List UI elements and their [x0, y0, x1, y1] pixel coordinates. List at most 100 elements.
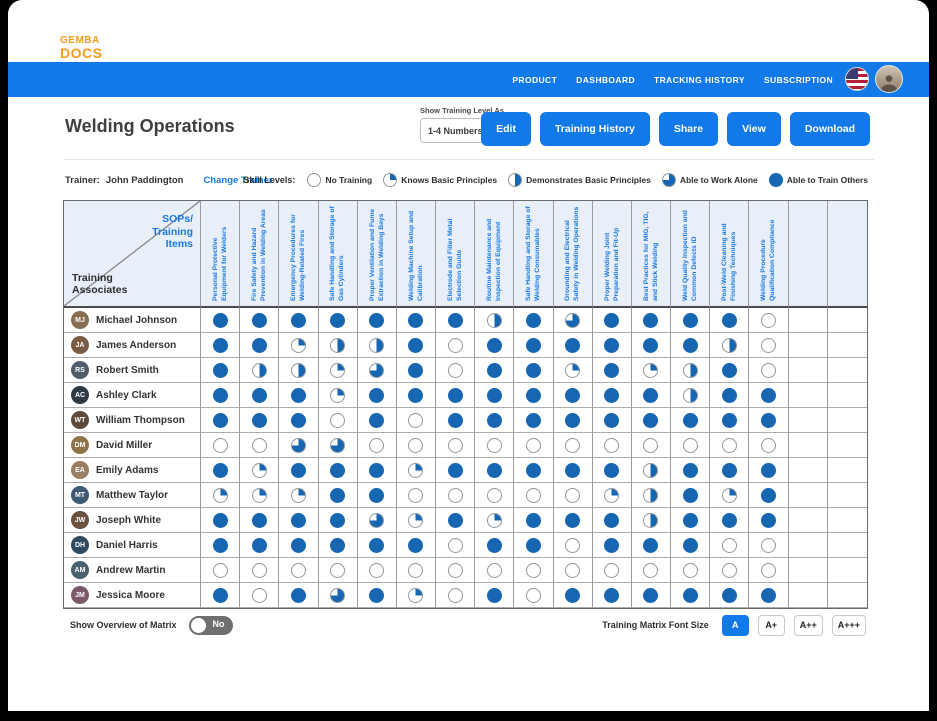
skill-cell[interactable]: [436, 583, 476, 608]
skill-cell[interactable]: [279, 308, 319, 333]
skill-cell[interactable]: [592, 458, 632, 483]
skill-cell[interactable]: [240, 508, 280, 533]
font-size-a-plus-button[interactable]: A+: [757, 614, 785, 636]
font-size-a-plus2-button[interactable]: A++: [793, 614, 823, 636]
skill-cell[interactable]: [749, 358, 789, 383]
skill-cell[interactable]: [514, 583, 554, 608]
column-header[interactable]: Fire Safety and Hazard Prevention in Wel…: [240, 201, 280, 308]
skill-cell[interactable]: [240, 583, 280, 608]
skill-cell[interactable]: [592, 558, 632, 583]
skill-cell[interactable]: [514, 308, 554, 333]
skill-cell[interactable]: [201, 433, 241, 458]
skill-cell[interactable]: [514, 383, 554, 408]
skill-cell[interactable]: [592, 408, 632, 433]
skill-cell[interactable]: [436, 408, 476, 433]
skill-cell[interactable]: [671, 333, 711, 358]
skill-cell[interactable]: [710, 408, 750, 433]
share-button[interactable]: Share: [658, 112, 719, 146]
skill-cell[interactable]: [710, 333, 750, 358]
skill-cell[interactable]: [631, 383, 672, 408]
skill-cell[interactable]: [710, 583, 750, 608]
skill-cell[interactable]: [279, 533, 319, 558]
skill-cell[interactable]: [788, 308, 828, 333]
skill-cell[interactable]: [357, 583, 397, 608]
skill-cell[interactable]: [357, 558, 397, 583]
nav-link-tracking-history[interactable]: TRACKING HISTORY: [654, 74, 745, 85]
skill-cell[interactable]: [788, 333, 828, 358]
skill-cell[interactable]: [357, 483, 397, 508]
skill-cell[interactable]: [710, 558, 750, 583]
skill-cell[interactable]: [357, 383, 397, 408]
skill-cell[interactable]: [710, 358, 750, 383]
skill-cell[interactable]: [318, 533, 358, 558]
download-button[interactable]: Download: [789, 112, 870, 146]
user-avatar[interactable]: [875, 65, 903, 93]
skill-cell[interactable]: [592, 583, 632, 608]
skill-cell[interactable]: [671, 408, 711, 433]
skill-cell[interactable]: [318, 558, 358, 583]
skill-cell[interactable]: [201, 483, 241, 508]
skill-cell[interactable]: [240, 433, 280, 458]
skill-cell[interactable]: [710, 308, 750, 333]
skill-cell[interactable]: [436, 333, 476, 358]
change-trainer-link[interactable]: Change Trainer: [203, 174, 273, 186]
skill-cell[interactable]: [749, 533, 789, 558]
skill-cell[interactable]: [671, 558, 711, 583]
skill-cell[interactable]: [827, 458, 867, 483]
skill-cell[interactable]: [827, 333, 867, 358]
skill-cell[interactable]: [514, 333, 554, 358]
skill-cell[interactable]: [201, 383, 241, 408]
skill-cell[interactable]: [514, 483, 554, 508]
column-header[interactable]: Electrode and Filler Metal Selection Gui…: [436, 201, 476, 308]
skill-cell[interactable]: [788, 458, 828, 483]
column-header[interactable]: Safe Handling and Storage of Welding Con…: [514, 201, 554, 308]
column-header[interactable]: Proper Ventilation and Fume Extraction i…: [357, 201, 397, 308]
skill-cell[interactable]: [788, 558, 828, 583]
skill-cell[interactable]: [671, 458, 711, 483]
skill-cell[interactable]: [671, 358, 711, 383]
skill-cell[interactable]: [710, 458, 750, 483]
skill-cell[interactable]: [279, 383, 319, 408]
skill-cell[interactable]: [201, 533, 241, 558]
skill-cell[interactable]: [788, 408, 828, 433]
skill-cell[interactable]: [749, 483, 789, 508]
skill-cell[interactable]: [827, 483, 867, 508]
skill-cell[interactable]: [592, 308, 632, 333]
font-size-a-plus3-button[interactable]: A+++: [831, 614, 866, 636]
skill-cell[interactable]: [318, 333, 358, 358]
skill-cell[interactable]: [201, 508, 241, 533]
column-header[interactable]: Grounding and Electrical Safety in Weldi…: [553, 201, 593, 308]
skill-cell[interactable]: [514, 458, 554, 483]
skill-cell[interactable]: [749, 433, 789, 458]
skill-cell[interactable]: [592, 383, 632, 408]
skill-cell[interactable]: [201, 308, 241, 333]
skill-cell[interactable]: [475, 358, 515, 383]
skill-cell[interactable]: [710, 483, 750, 508]
skill-cell[interactable]: [318, 458, 358, 483]
skill-cell[interactable]: [475, 408, 515, 433]
skill-cell[interactable]: [710, 533, 750, 558]
skill-cell[interactable]: [514, 433, 554, 458]
skill-cell[interactable]: [749, 508, 789, 533]
column-header[interactable]: Welding Machine Setup and Calibration: [396, 201, 437, 308]
skill-cell[interactable]: [514, 408, 554, 433]
skill-cell[interactable]: [357, 433, 397, 458]
column-header[interactable]: Personal Protective Equipment for Welder…: [201, 201, 241, 308]
skill-cell[interactable]: [749, 333, 789, 358]
skill-cell[interactable]: [827, 433, 867, 458]
column-header[interactable]: Post-Weld Cleaning and Finishing Techniq…: [710, 201, 750, 308]
skill-cell[interactable]: [749, 308, 789, 333]
column-header[interactable]: Best Practices for MIG, TIG, and Stick W…: [631, 201, 672, 308]
us-flag-icon[interactable]: [845, 67, 869, 91]
skill-cell[interactable]: [788, 383, 828, 408]
skill-cell[interactable]: [827, 558, 867, 583]
skill-cell[interactable]: [631, 458, 672, 483]
skill-cell[interactable]: [201, 558, 241, 583]
skill-cell[interactable]: [357, 408, 397, 433]
skill-cell[interactable]: [710, 383, 750, 408]
skill-cell[interactable]: [671, 308, 711, 333]
skill-cell[interactable]: [396, 483, 437, 508]
skill-cell[interactable]: [553, 583, 593, 608]
skill-cell[interactable]: [396, 458, 437, 483]
nav-link-dashboard[interactable]: DASHBOARD: [576, 74, 636, 85]
